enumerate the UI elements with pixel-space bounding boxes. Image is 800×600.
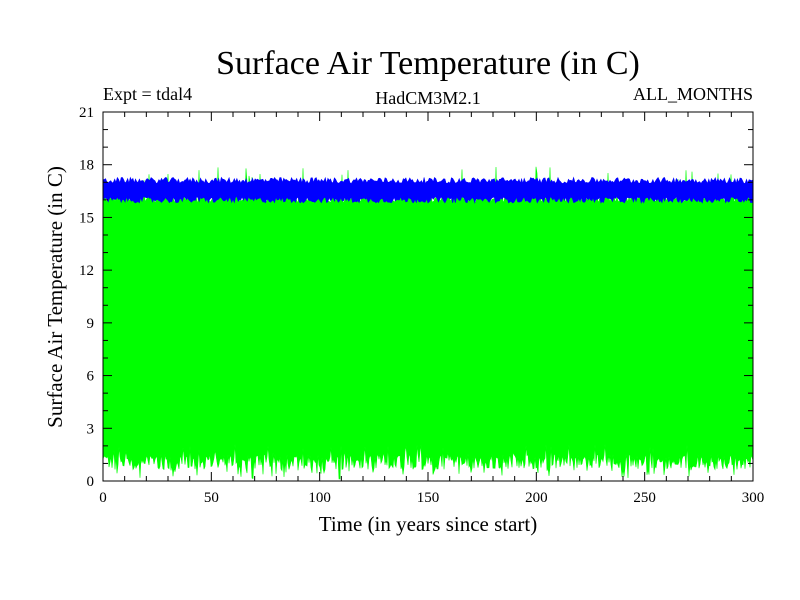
y-axis-label: Surface Air Temperature (in C) xyxy=(43,166,67,428)
annual-series-band xyxy=(103,176,753,204)
x-tick-label: 50 xyxy=(204,490,219,506)
chart-title: Surface Air Temperature (in C) xyxy=(216,45,640,82)
model-annotation: HadCM3M2.1 xyxy=(375,88,481,108)
y-tick-label: 18 xyxy=(79,158,94,174)
x-tick-label: 250 xyxy=(633,490,656,506)
months-annotation: ALL_MONTHS xyxy=(633,84,753,104)
x-tick-label: 200 xyxy=(525,490,548,506)
x-tick-label: 0 xyxy=(99,490,107,506)
y-tick-label: 3 xyxy=(87,421,95,437)
y-tick-label: 6 xyxy=(87,369,95,385)
plot-area xyxy=(103,166,753,480)
experiment-annotation: Expt = tdal4 xyxy=(103,84,192,104)
x-tick-label: 100 xyxy=(308,490,331,506)
y-tick-label: 12 xyxy=(79,263,94,279)
x-tick-label: 300 xyxy=(742,490,765,506)
y-tick-label: 9 xyxy=(87,316,95,332)
y-tick-label: 21 xyxy=(79,105,94,121)
monthly-series-band xyxy=(103,166,753,480)
axes: 0 50 100 150 200 250 300 0 3 6 9 12 15 18 21 xyxy=(79,105,764,506)
y-tick-label: 15 xyxy=(79,210,94,226)
y-tick-label: 0 xyxy=(87,474,95,490)
x-tick-label: 150 xyxy=(417,490,440,506)
x-axis-label: Time (in years since start) xyxy=(319,512,538,536)
